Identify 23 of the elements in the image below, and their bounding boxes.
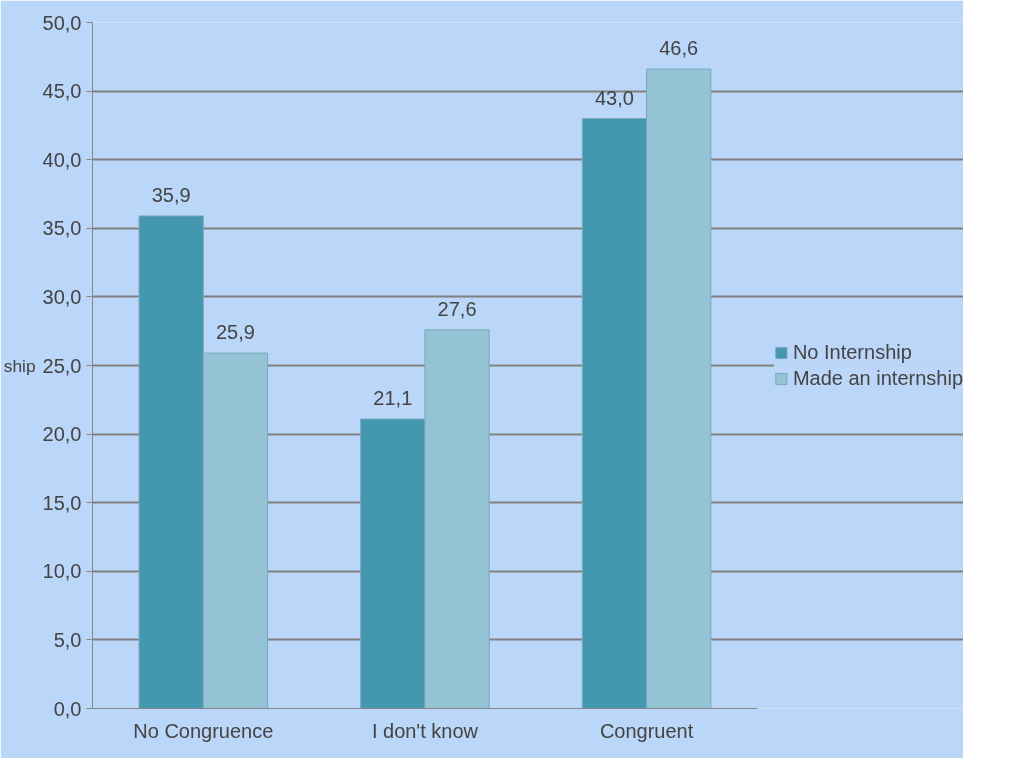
data-label: 25,9 [215, 321, 255, 344]
text: ship [3, 355, 36, 376]
y-tick-label: 20,0 [42, 423, 82, 446]
legend-label: No Internship [792, 340, 912, 364]
x-tick-label: Congruent [599, 719, 694, 742]
y-tick-label: 10,0 [42, 560, 82, 583]
data-label: 46,6 [659, 37, 699, 60]
data-label: 43,0 [594, 86, 634, 109]
y-tick-label: 25,0 [42, 354, 82, 377]
y-tick-label: 15,0 [42, 491, 82, 514]
data-label: 21,1 [373, 387, 413, 410]
y-tick-label: 5,0 [53, 628, 82, 651]
y-tick-label: 35,0 [42, 217, 82, 240]
y-tick-label: 50,0 [42, 11, 82, 34]
data-label: 35,9 [151, 183, 191, 206]
y-tick-label: 45,0 [42, 80, 82, 103]
legend-label: Made an internship [792, 366, 963, 390]
y-tick-label: 40,0 [42, 148, 82, 171]
y-tick-label: 30,0 [42, 285, 82, 308]
y-tick-label: 0,0 [53, 697, 82, 720]
x-tick-label: I don't know [371, 719, 479, 742]
x-tick-label: No Congruence [133, 719, 274, 742]
data-label: 27,6 [437, 297, 477, 320]
